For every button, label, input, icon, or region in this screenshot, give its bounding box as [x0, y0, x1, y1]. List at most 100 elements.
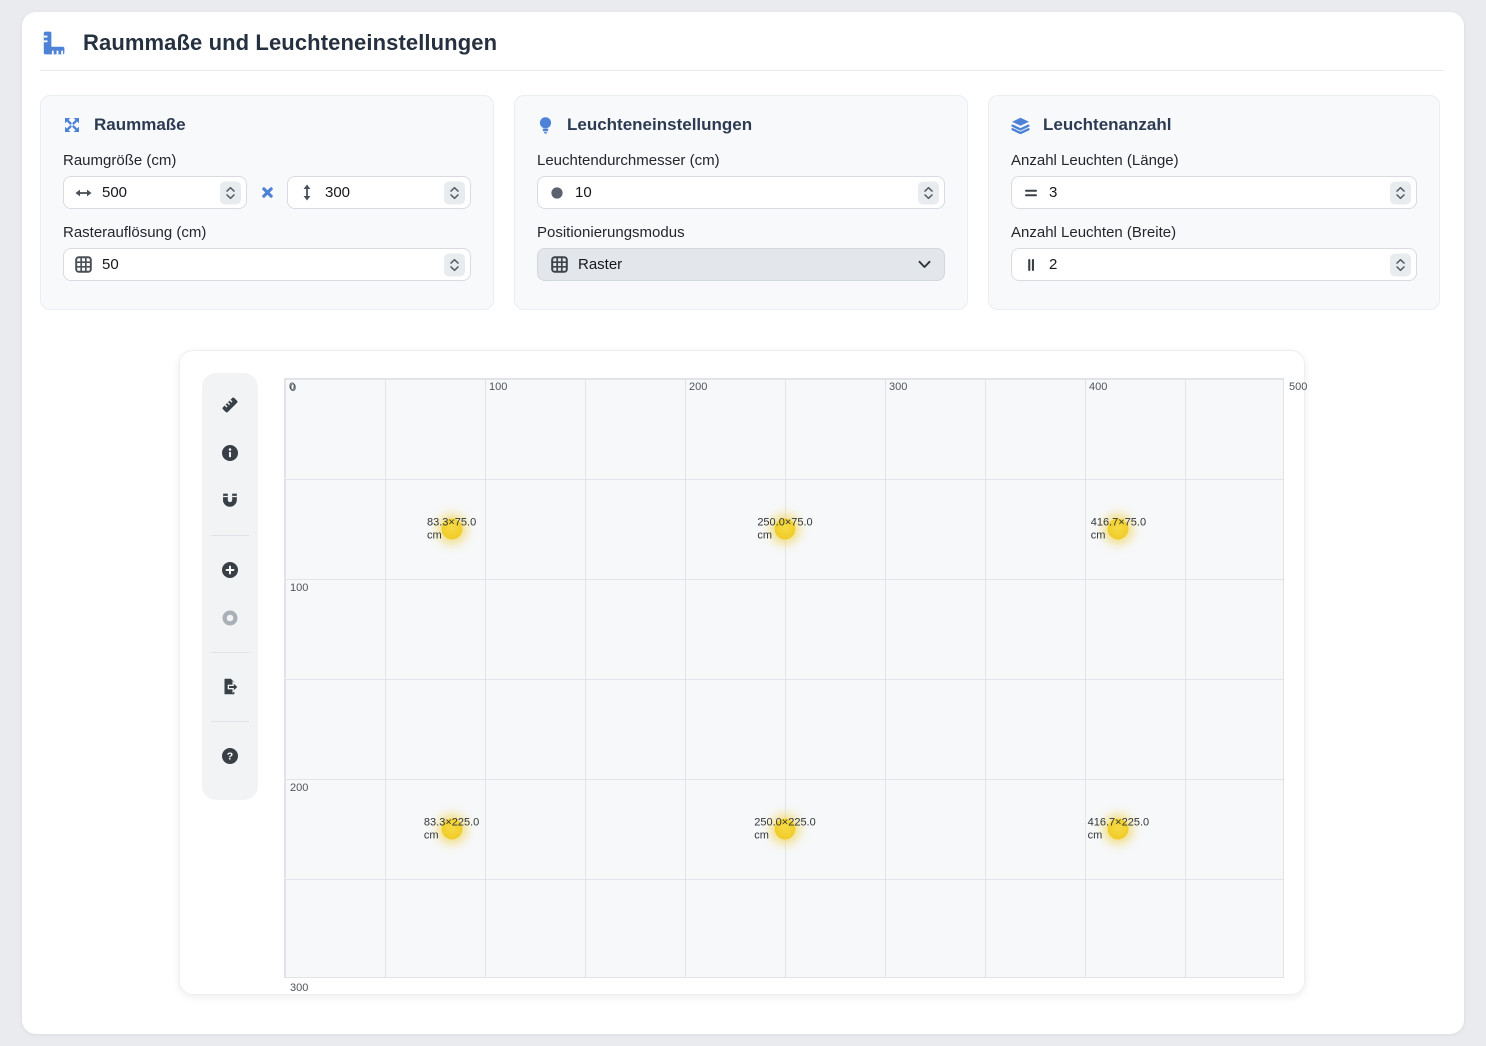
room-width-stepper[interactable]	[220, 181, 241, 204]
chevron-down-icon	[918, 260, 931, 269]
panel-title: Leuchtenanzahl	[1043, 115, 1172, 134]
grid-resolution-stepper[interactable]	[444, 253, 465, 276]
app-header: Raummaße und Leuchteneinstellungen	[40, 30, 497, 56]
x-tick-label: 200	[689, 381, 708, 393]
light-marker[interactable]	[774, 518, 796, 540]
light-position-label: 416.7×225.0 cm	[1087, 816, 1150, 842]
ruler-combined-icon	[40, 30, 66, 56]
count-width-input[interactable]	[1011, 248, 1417, 281]
count-length-field[interactable]	[1049, 184, 1384, 201]
chevron-up-icon	[450, 186, 459, 192]
arrow-up-down-icon	[299, 184, 315, 201]
room-height-field[interactable]	[325, 184, 438, 201]
chevron-up-icon	[1396, 258, 1405, 264]
floor-plan[interactable]: 0 100 200 300 400 500 0 100 200 300 83.3×75.0 cm 250…	[284, 378, 1307, 994]
parallel-bars-icon	[1023, 257, 1039, 273]
magnet-button[interactable]	[210, 481, 250, 521]
magnet-icon	[223, 493, 237, 507]
panel-light-count: Leuchtenanzahl Anzahl Leuchten (Länge) A…	[988, 95, 1440, 310]
add-light-icon	[222, 562, 238, 578]
ruler-button[interactable]	[210, 385, 250, 425]
info-button[interactable]	[210, 433, 250, 473]
count-width-stepper[interactable]	[1390, 253, 1411, 276]
y-tick-label: 200	[290, 782, 309, 794]
positioning-mode-label: Positionierungsmodus	[537, 224, 685, 241]
panel-room-dimensions: Raummaße Raumgröße (cm)	[40, 95, 494, 310]
light-marker[interactable]	[1107, 518, 1129, 540]
light-marker[interactable]	[441, 518, 463, 540]
panel-title: Raummaße	[94, 115, 186, 134]
room-size-label: Raumgröße (cm)	[63, 152, 177, 169]
x-tick-label: 300	[889, 381, 908, 393]
diameter-label: Leuchtendurchmesser (cm)	[537, 152, 720, 169]
add-light-button[interactable]	[210, 550, 250, 590]
x-tick-label: 0	[289, 381, 296, 393]
header-divider	[40, 70, 1444, 71]
help-button[interactable]: ?	[210, 736, 250, 776]
toolbar-divider	[211, 721, 249, 722]
plan-toolbar: ?	[202, 373, 258, 800]
diameter-field[interactable]	[575, 184, 912, 201]
light-marker[interactable]	[774, 818, 796, 840]
svg-text:?: ?	[227, 751, 233, 763]
info-icon	[222, 445, 238, 461]
diameter-input[interactable]	[537, 176, 945, 209]
y-tick-label: 0	[290, 382, 297, 394]
positioning-mode-value: Raster	[578, 256, 623, 273]
grid-resolution-field[interactable]	[102, 256, 438, 273]
grid-resolution-input[interactable]	[63, 248, 471, 281]
x-tick-label: 100	[489, 381, 508, 393]
light-marker[interactable]	[441, 818, 463, 840]
expand-arrows-icon	[63, 116, 81, 134]
room-width-field[interactable]	[102, 184, 214, 201]
light-marker[interactable]	[1107, 818, 1129, 840]
grid-icon	[551, 256, 568, 273]
chevron-down-icon	[1396, 265, 1405, 271]
help-icon: ?	[222, 748, 238, 764]
multiply-icon	[247, 185, 287, 200]
chevron-up-icon	[226, 186, 235, 192]
y-tick-label: 100	[290, 582, 309, 594]
y-tick-label: 300	[290, 982, 309, 994]
export-icon	[224, 678, 240, 695]
room-height-stepper[interactable]	[444, 181, 465, 204]
light-position-label: 416.7×75.0 cm	[1090, 516, 1147, 542]
count-length-input[interactable]	[1011, 176, 1417, 209]
positioning-mode-select[interactable]: Raster	[537, 248, 945, 281]
room-height-input[interactable]	[287, 176, 471, 209]
light-position-label: 83.3×75.0 cm	[426, 516, 477, 542]
chevron-down-icon	[226, 193, 235, 199]
panel-title: Leuchteneinstellungen	[567, 115, 753, 134]
grid-resolution-label: Rasterauflösung (cm)	[63, 224, 207, 241]
lightbulb-icon	[537, 116, 554, 134]
light-position-label: 83.3×225.0 cm	[423, 816, 480, 842]
chevron-up-icon	[450, 258, 459, 264]
chevron-down-icon	[1396, 193, 1405, 199]
floor-plan-card: ? 0 100 200 300 400 500 0 100 200 300 83.3×75.0 cm 2…	[179, 350, 1307, 995]
center-light-icon	[222, 610, 238, 626]
count-length-stepper[interactable]	[1390, 181, 1411, 204]
center-light-button[interactable]	[210, 598, 250, 638]
diameter-stepper[interactable]	[918, 181, 939, 204]
grid-icon	[75, 256, 92, 273]
chevron-down-icon	[450, 265, 459, 271]
count-width-field[interactable]	[1049, 256, 1384, 273]
arrow-left-right-icon	[75, 185, 92, 201]
chevron-down-icon	[924, 193, 933, 199]
toolbar-divider	[211, 535, 249, 536]
count-width-label: Anzahl Leuchten (Breite)	[1011, 224, 1177, 241]
light-position-label: 250.0×75.0 cm	[757, 516, 813, 542]
equals-icon	[1023, 185, 1039, 201]
circle-icon	[549, 185, 565, 201]
toolbar-divider	[211, 652, 249, 653]
room-width-input[interactable]	[63, 176, 247, 209]
chevron-up-icon	[1396, 186, 1405, 192]
x-tick-label: 500	[1289, 381, 1308, 393]
ruler-icon	[222, 397, 238, 413]
light-position-label: 250.0×225.0 cm	[754, 816, 816, 842]
panel-light-settings: Leuchteneinstellungen Leuchtendurchmesse…	[514, 95, 968, 310]
count-length-label: Anzahl Leuchten (Länge)	[1011, 152, 1179, 169]
chevron-down-icon	[450, 193, 459, 199]
layers-icon	[1011, 117, 1030, 134]
export-button[interactable]	[210, 667, 250, 707]
